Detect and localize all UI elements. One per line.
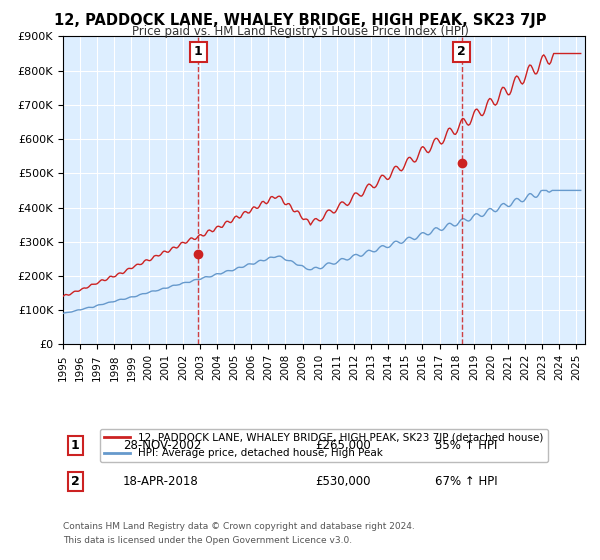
Text: 2: 2 — [71, 475, 79, 488]
Text: 1: 1 — [194, 45, 203, 58]
Text: 2: 2 — [457, 45, 466, 58]
Text: £265,000: £265,000 — [315, 438, 371, 452]
Text: 55% ↑ HPI: 55% ↑ HPI — [435, 438, 497, 452]
Text: 18-APR-2018: 18-APR-2018 — [123, 475, 199, 488]
Text: £530,000: £530,000 — [315, 475, 371, 488]
Text: 67% ↑ HPI: 67% ↑ HPI — [435, 475, 497, 488]
Text: Price paid vs. HM Land Registry's House Price Index (HPI): Price paid vs. HM Land Registry's House … — [131, 25, 469, 38]
Text: Contains HM Land Registry data © Crown copyright and database right 2024.: Contains HM Land Registry data © Crown c… — [63, 522, 415, 531]
Text: 12, PADDOCK LANE, WHALEY BRIDGE, HIGH PEAK, SK23 7JP: 12, PADDOCK LANE, WHALEY BRIDGE, HIGH PE… — [54, 13, 546, 28]
Text: 28-NOV-2002: 28-NOV-2002 — [123, 438, 202, 452]
Text: 1: 1 — [71, 438, 79, 452]
Text: This data is licensed under the Open Government Licence v3.0.: This data is licensed under the Open Gov… — [63, 536, 352, 545]
Legend: 12, PADDOCK LANE, WHALEY BRIDGE, HIGH PEAK, SK23 7JP (detached house), HPI: Aver: 12, PADDOCK LANE, WHALEY BRIDGE, HIGH PE… — [100, 429, 548, 463]
